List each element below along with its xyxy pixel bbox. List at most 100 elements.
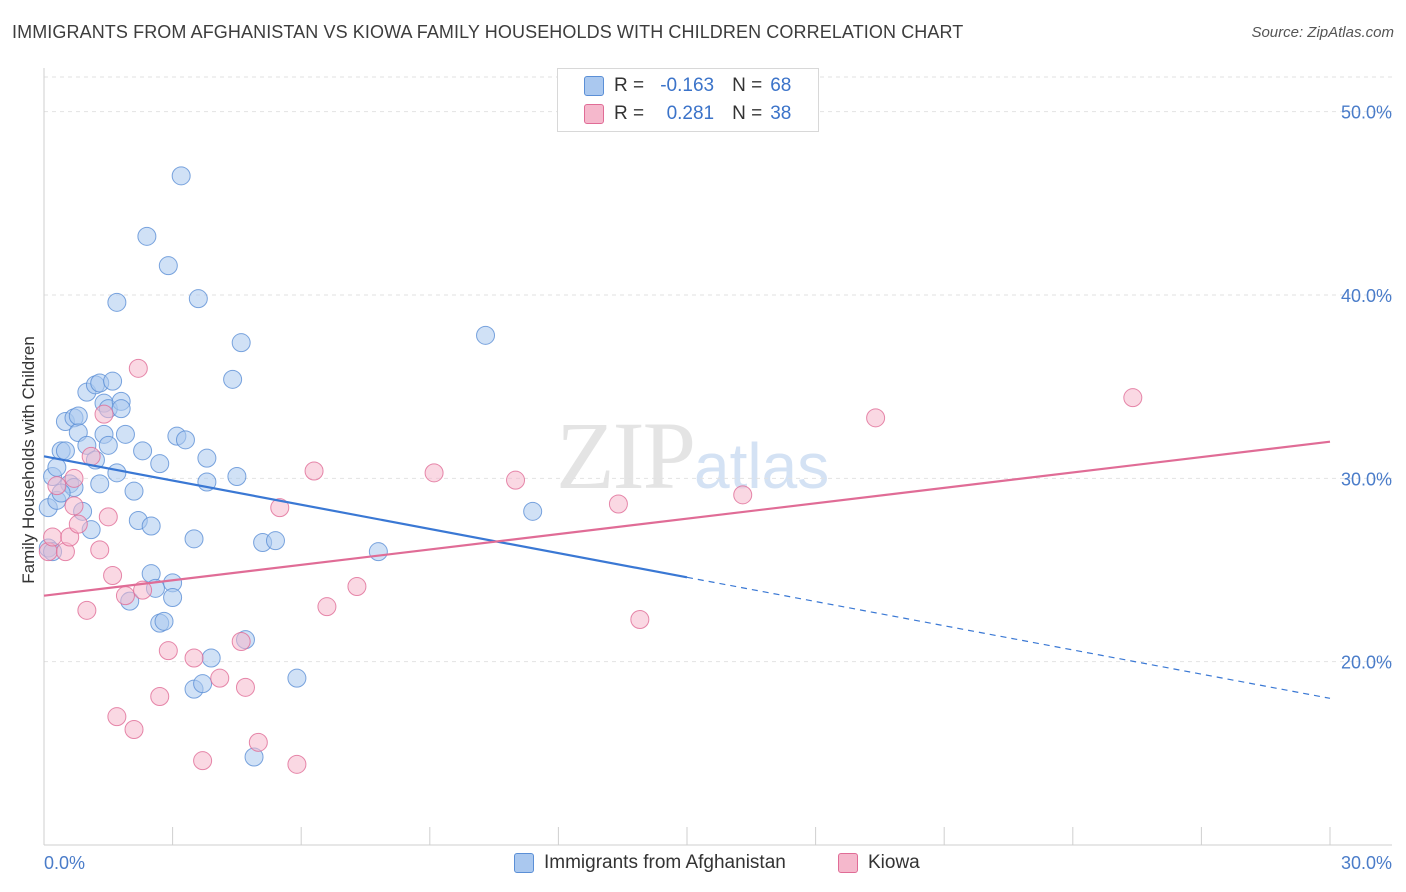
watermark: ZIPatlas: [556, 400, 829, 511]
point-afghanistan: [188, 289, 208, 309]
point-afghanistan: [158, 256, 178, 276]
point-afghanistan: [141, 516, 161, 536]
point-afghanistan: [368, 542, 388, 562]
point-kiowa: [64, 468, 84, 488]
trend-line-kiowa: [43, 440, 1331, 597]
point-afghanistan: [184, 529, 204, 549]
point-kiowa: [235, 677, 255, 697]
bottom-swatch-blue: [514, 853, 534, 873]
point-afghanistan: [227, 467, 247, 486]
legend-swatch-pink: [584, 104, 604, 124]
point-afghanistan: [107, 463, 127, 483]
point-kiowa: [630, 610, 650, 629]
legend-row-afghanistan: R = -0.163 N = 68: [584, 73, 791, 99]
point-kiowa: [866, 408, 886, 428]
correlation-legend: R = -0.163 N = 68 R = 0.281 N = 38: [557, 68, 819, 132]
x-tick-label: 30.0%: [1341, 853, 1392, 873]
point-kiowa: [98, 507, 118, 527]
legend-r-label: R =: [614, 75, 645, 96]
point-afghanistan: [55, 441, 75, 461]
point-kiowa: [304, 461, 324, 481]
point-afghanistan: [476, 325, 496, 345]
point-kiowa: [77, 600, 97, 620]
legend-n-label: N =: [732, 103, 763, 124]
legend-swatch-blue: [584, 76, 604, 96]
point-kiowa: [158, 641, 178, 661]
point-kiowa: [133, 580, 153, 600]
point-afghanistan: [197, 448, 217, 468]
point-kiowa: [47, 476, 67, 496]
point-afghanistan: [137, 226, 157, 246]
point-afghanistan: [115, 424, 135, 444]
watermark-zip: ZIP: [556, 402, 696, 509]
point-afghanistan: [175, 430, 195, 450]
point-kiowa: [103, 566, 123, 585]
point-afghanistan: [68, 406, 88, 426]
gridlines: [44, 76, 1392, 663]
x-tick-label: 0.0%: [44, 853, 85, 873]
y-axis-label: Family Households with Children: [19, 336, 38, 584]
point-afghanistan: [163, 588, 183, 607]
point-kiowa: [193, 751, 213, 771]
source-label: Source: ZipAtlas.com: [1251, 24, 1394, 41]
legend-n-value: 68: [770, 75, 792, 96]
point-kiowa: [81, 446, 101, 466]
point-kiowa: [608, 494, 628, 514]
point-kiowa: [64, 496, 84, 516]
point-kiowa: [506, 470, 526, 490]
trend-line-afghanistan: [43, 455, 688, 579]
y-tick-label: 20.0%: [1341, 653, 1392, 673]
y-tick-label: 50.0%: [1341, 103, 1392, 123]
point-kiowa: [231, 632, 251, 651]
point-afghanistan: [90, 474, 110, 494]
point-afghanistan: [154, 611, 174, 631]
point-kiowa: [90, 540, 110, 560]
point-afghanistan: [223, 369, 243, 389]
data-points: [38, 166, 1143, 774]
point-kiowa: [128, 358, 148, 378]
chart-title: IMMIGRANTS FROM AFGHANISTAN VS KIOWA FAM…: [12, 22, 964, 42]
point-kiowa: [347, 577, 367, 596]
legend-r-value: 0.281: [666, 103, 715, 124]
point-afghanistan: [265, 531, 285, 551]
point-kiowa: [184, 648, 204, 668]
point-kiowa: [270, 498, 290, 518]
bottom-legend-label: Immigrants from Afghanistan: [544, 852, 786, 873]
point-kiowa: [115, 586, 135, 606]
bottom-legend-label: Kiowa: [868, 852, 920, 873]
legend-n-label: N =: [732, 75, 763, 96]
point-afghanistan: [133, 441, 153, 461]
point-afghanistan: [98, 435, 118, 455]
point-kiowa: [68, 514, 88, 534]
watermark-atlas: atlas: [694, 430, 830, 502]
point-afghanistan: [201, 648, 221, 668]
point-kiowa: [248, 732, 268, 752]
point-afghanistan: [124, 481, 144, 501]
y-tick-label: 40.0%: [1341, 286, 1392, 306]
bottom-legend-afghanistan: Immigrants from Afghanistan: [514, 852, 786, 874]
point-kiowa: [107, 707, 127, 727]
trend-lines: [43, 440, 1331, 699]
point-kiowa: [150, 687, 170, 706]
point-kiowa: [94, 404, 114, 424]
point-afghanistan: [231, 333, 251, 353]
point-afghanistan: [150, 454, 170, 474]
point-kiowa: [317, 597, 337, 617]
point-kiowa: [1123, 388, 1143, 408]
point-afghanistan: [287, 668, 307, 688]
legend-r-value: -0.163: [660, 75, 715, 96]
bottom-swatch-pink: [838, 853, 858, 873]
point-kiowa: [287, 754, 307, 774]
point-kiowa: [43, 527, 63, 547]
point-afghanistan: [193, 674, 213, 694]
point-afghanistan: [171, 166, 191, 186]
point-kiowa: [210, 668, 230, 688]
legend-n-value: 38: [770, 103, 792, 124]
point-kiowa: [124, 720, 144, 739]
point-afghanistan: [103, 371, 123, 391]
y-tick-label: 30.0%: [1341, 469, 1392, 489]
point-afghanistan: [111, 399, 131, 419]
axes: [43, 68, 1392, 846]
legend-row-kiowa: R = 0.281 N = 38: [584, 101, 791, 127]
